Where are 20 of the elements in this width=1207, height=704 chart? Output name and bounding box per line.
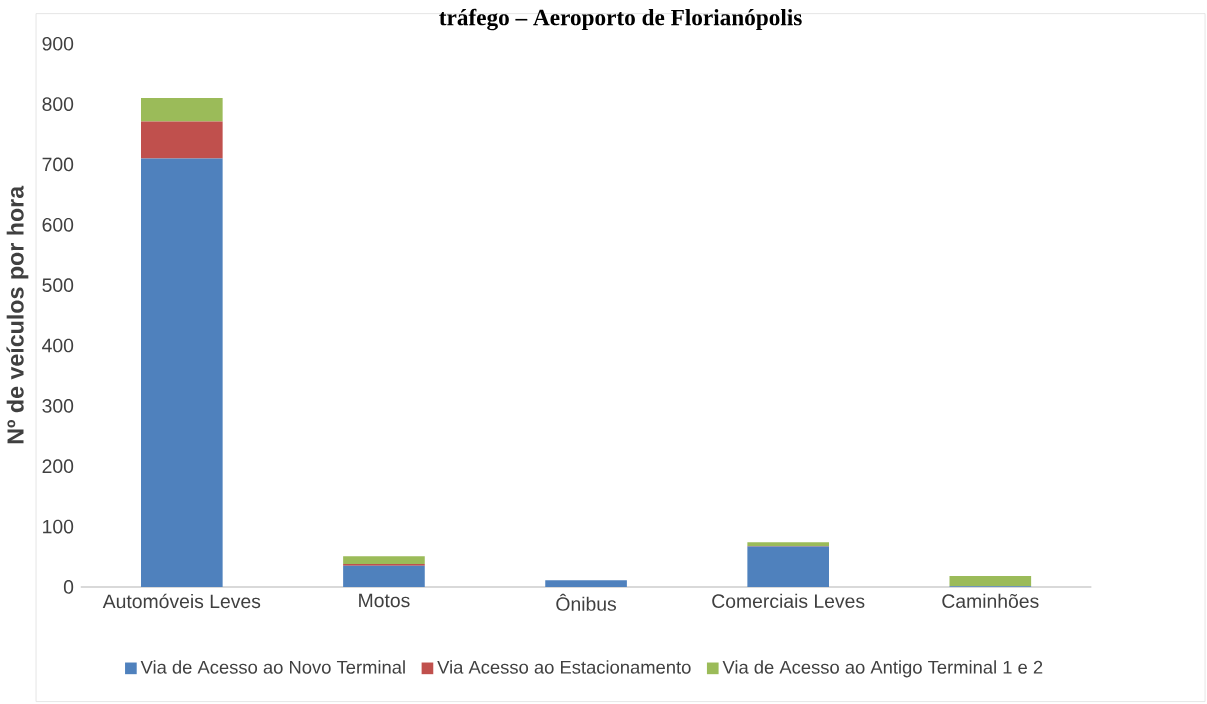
y-tick-label: 700: [42, 157, 74, 172]
x-tick-label: Automóveis Leves: [102, 593, 261, 609]
x-tick-label: Comerciais Leves: [712, 594, 865, 609]
legend-label: Via de Acesso ao Antigo Terminal 1 e 2: [722, 660, 1043, 678]
x-tick-label: Ônibus: [556, 593, 617, 612]
chart-title: tráfego – Aeroporto de Florianópolis: [439, 9, 802, 31]
y-tick-label: 500: [42, 278, 74, 293]
y-tick-label: 400: [42, 338, 74, 353]
legend-label: Via de Acesso ao Novo Terminal: [140, 660, 405, 674]
y-tick-label: 300: [42, 399, 74, 413]
y-axis-title: Nº de veículos por hora: [6, 185, 29, 444]
y-tick-label: 200: [42, 459, 74, 474]
legend-label: Via Acesso ao Estacionamento: [437, 660, 691, 674]
y-tick-label: 600: [42, 218, 74, 232]
x-tick-label: Motos: [359, 593, 410, 608]
y-tick-label: 100: [43, 519, 74, 534]
x-tick-label: Caminhões: [942, 594, 1039, 609]
y-tick-label: 900: [42, 37, 74, 51]
y-tick-label: 800: [42, 97, 74, 112]
y-tick-label: 0: [63, 580, 74, 595]
